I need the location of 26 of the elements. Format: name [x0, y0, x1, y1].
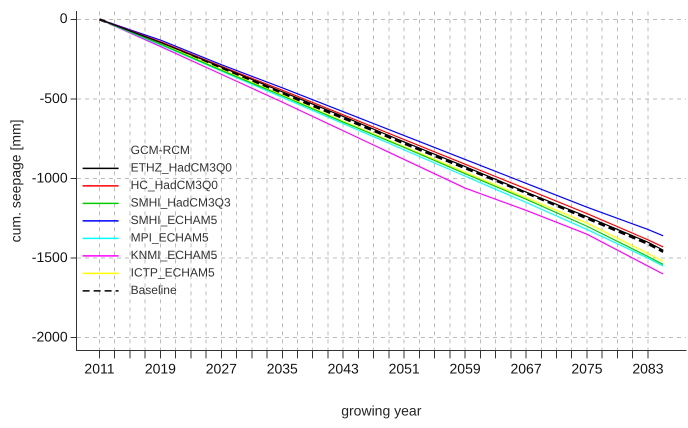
legend-label: HC_HadCM3Q0	[130, 178, 218, 192]
legend-label: Baseline	[130, 283, 177, 298]
x-tick-label: 2027	[206, 360, 238, 377]
x-tick-label: 2059	[450, 360, 481, 377]
y-axis-title: cum. seepage [mm]	[7, 119, 24, 242]
x-axis-title: growing year	[341, 402, 422, 418]
x-tick-label: 2035	[266, 360, 298, 377]
legend-label: ETHZ_HadCM3Q0	[130, 160, 232, 175]
x-tick-label: 2051	[388, 360, 420, 377]
y-tick-label: -2000	[32, 328, 68, 345]
x-tick-label: 2075	[571, 360, 603, 377]
y-tick-label: -500	[40, 90, 68, 106]
legend-title: GCM-RCM	[130, 143, 190, 158]
x-tick-label: 2043	[328, 360, 359, 377]
legend-label: SMHI_ECHAM5	[130, 213, 218, 228]
y-tick-label: 0	[60, 10, 68, 26]
x-tick-label: 2083	[632, 360, 664, 377]
legend-label: MPI_ECHAM5	[130, 230, 209, 245]
y-tick-label: -1000	[32, 169, 68, 186]
legend-label: ICTP_ECHAM5	[130, 266, 215, 280]
y-tick-label: -1500	[32, 248, 68, 265]
x-tick-label: 2067	[510, 360, 542, 377]
legend-label: SMHI_HadCM3Q3	[130, 196, 231, 210]
legend-label: KNMI_ECHAM5	[130, 248, 218, 262]
x-tick-label: 2019	[144, 360, 176, 377]
x-tick-label: 2011	[84, 360, 115, 377]
